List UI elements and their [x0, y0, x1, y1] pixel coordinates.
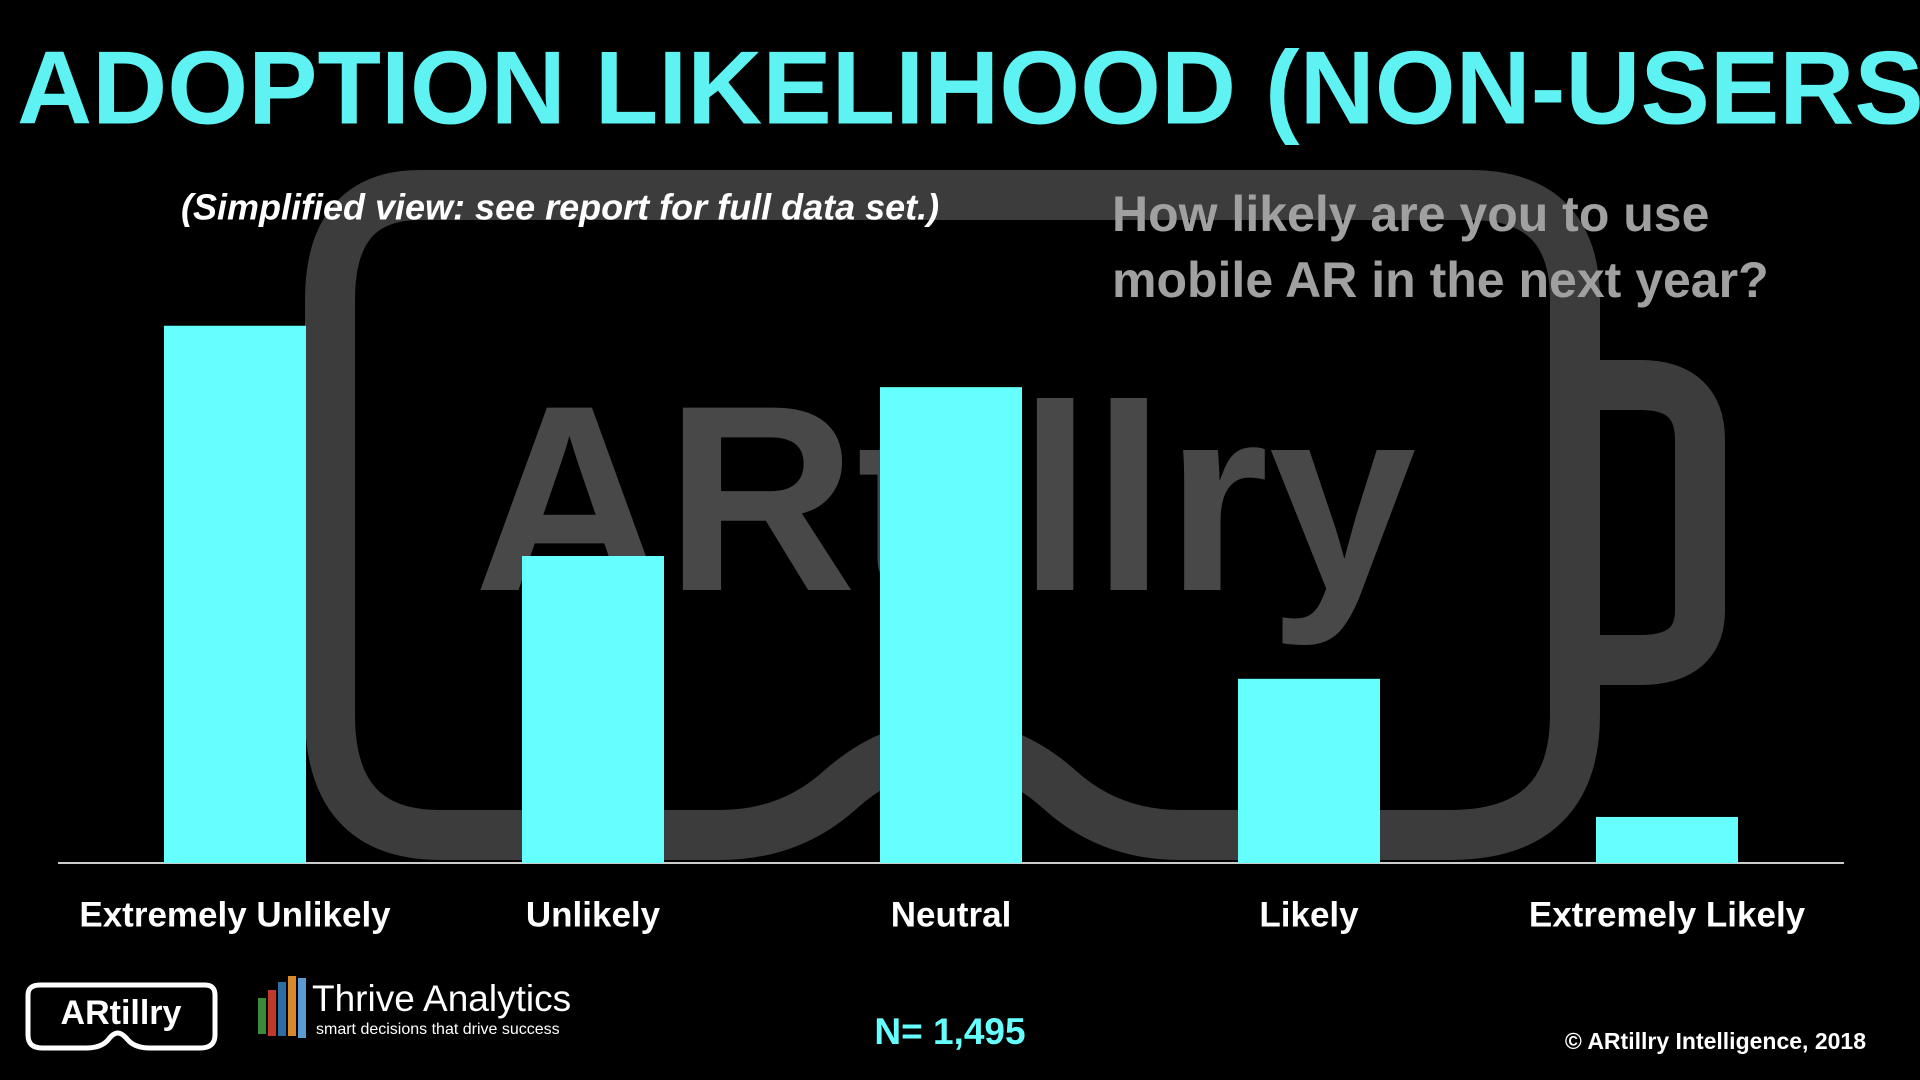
question-line: How likely are you to use	[1112, 186, 1709, 242]
x-tick-label: Neutral	[891, 895, 1012, 934]
watermark-tab	[1580, 360, 1725, 685]
bar	[880, 387, 1022, 863]
thrive-logo-text: Thrive Analytics	[312, 978, 571, 1019]
bar	[522, 556, 664, 863]
artillry-logo: ARtillry	[25, 982, 218, 1051]
x-tick-label: Extremely Likely	[1529, 895, 1806, 934]
thrive-logo-bar	[288, 976, 296, 1036]
copyright: © ARtillry Intelligence, 2018	[1565, 1028, 1866, 1054]
x-tick-label: Extremely Unlikely	[79, 895, 391, 934]
bar	[164, 325, 306, 863]
bar	[1238, 678, 1380, 863]
sample-size: N= 1,495	[874, 1011, 1025, 1052]
thrive-logo-bar	[278, 982, 286, 1036]
thrive-logo-bar	[298, 978, 306, 1038]
question-line: mobile AR in the next year?	[1112, 252, 1769, 308]
chart-subtitle: (Simplified view: see report for full da…	[181, 187, 939, 228]
thrive-tagline: smart decisions that drive success	[316, 1021, 560, 1038]
x-tick-label: Likely	[1259, 895, 1359, 934]
thrive-logo: Thrive Analytics smart decisions that dr…	[258, 976, 571, 1038]
thrive-logo-bar	[268, 990, 276, 1036]
x-tick-label: Unlikely	[526, 895, 661, 934]
artillry-logo-outline	[25, 982, 218, 1051]
thrive-logo-bar	[258, 998, 266, 1034]
artillry-logo-text: ARtillry	[61, 994, 182, 1032]
bar	[1596, 816, 1738, 863]
chart-title: ADOPTION LIKELIHOOD (NON-USERS)	[17, 30, 1920, 146]
